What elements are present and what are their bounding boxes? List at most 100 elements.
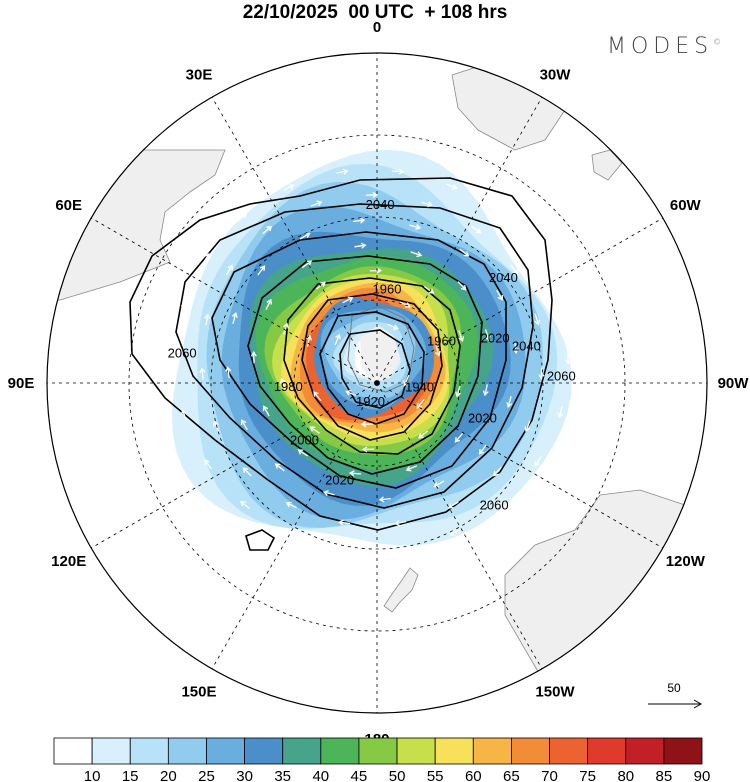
wind-arrow [496, 289, 504, 301]
wind-arrow [237, 212, 247, 222]
wind-vectors [172, 168, 572, 552]
longitude-label: 90E [8, 375, 35, 392]
wind-arrow [410, 251, 423, 258]
wind-arrow [506, 396, 513, 408]
wind-arrow [449, 529, 461, 536]
longitude-label: 90W [718, 375, 750, 392]
colorbar-tick-label: 85 [656, 768, 673, 782]
wind-arrow [421, 201, 434, 208]
new-zealand-land [383, 567, 419, 613]
wind-arrow [395, 545, 408, 552]
contour-labels: 2060206020602040204020402020202020202000… [168, 197, 576, 512]
wind-arrow [392, 168, 405, 175]
wind-reference-arrowhead [693, 699, 703, 709]
latitude-circle-1 [293, 299, 461, 467]
wind-arrow [180, 301, 187, 314]
contour-closed-low [245, 529, 276, 551]
wind-arrow [434, 344, 441, 357]
wind-arrow [250, 350, 257, 364]
wind-arrow [240, 500, 251, 510]
longitude-label: 30E [186, 67, 213, 84]
contour-label: 2040 [366, 197, 395, 212]
colorbar-tick-label: 70 [541, 768, 558, 782]
copyright-mark: © [713, 37, 722, 47]
colorbar-tick-label: 65 [503, 768, 520, 782]
wind-arrow [458, 330, 465, 343]
contour-label: 2060 [168, 345, 197, 360]
longitude-labels: 030E60E90E120E150E180150W120W90W60W30W [8, 19, 750, 748]
wind-arrow [493, 466, 502, 477]
longitude-label: 150W [535, 683, 575, 700]
colorbar-tick-label: 90 [694, 768, 711, 782]
wind-arrow [478, 444, 487, 455]
wind-arrow [378, 496, 391, 503]
wind-arrow [225, 366, 232, 379]
wind-arrow [534, 313, 541, 326]
wind-arrow [369, 267, 383, 274]
meridian-line [376, 97, 543, 384]
wind-arrow [309, 426, 320, 434]
contour-1940 [319, 311, 425, 425]
wind-arrow [457, 281, 467, 291]
contour-1960 [301, 293, 443, 441]
wind-arrow [274, 463, 285, 472]
wind-arrow [283, 184, 295, 191]
colorbar-swatch [663, 737, 703, 765]
meridian-line [376, 382, 543, 669]
wind-arrow [313, 391, 322, 402]
wind-arrow [306, 334, 313, 347]
contour-2000 [247, 255, 483, 475]
south-pole-marker [374, 380, 380, 386]
wind-arrow [180, 409, 187, 421]
wind-arrow [283, 322, 289, 335]
contour-label: 2060 [480, 498, 509, 513]
brand-logo: MODES© [607, 34, 721, 59]
wind-arrow [231, 312, 238, 324]
meridian-line [211, 382, 378, 669]
wind-arrow [512, 341, 519, 354]
wind-arrow [337, 519, 351, 526]
wind-arrow [262, 405, 270, 417]
australia-land [504, 489, 707, 701]
colorbar-tick-label: 30 [236, 768, 253, 782]
colorbar-tick-label: 50 [389, 768, 406, 782]
madagascar-land [591, 149, 623, 181]
wind-arrow [446, 183, 458, 190]
wind-arrow [310, 200, 323, 207]
longitude-label: 120W [666, 553, 706, 570]
map-title: 22/10/2025 00 UTC + 108 hrs [242, 2, 508, 23]
wind-arrow [459, 248, 470, 257]
meridian-line [376, 382, 663, 549]
wind-arrow [361, 446, 375, 453]
colorbar-tick-label: 80 [617, 768, 634, 782]
wind-arrow [225, 264, 233, 276]
wind-arrow [242, 467, 252, 477]
colorbar-tick-label: 25 [198, 768, 215, 782]
wind-arrow [262, 225, 273, 235]
colorbar-swatch [167, 737, 207, 765]
contour-label: 2020 [468, 411, 497, 426]
longitude-label: 150E [181, 683, 216, 700]
contour-label: 2020 [481, 330, 510, 345]
wind-arrow [202, 253, 210, 264]
contour-label: 2000 [290, 432, 319, 447]
wind-arrow [279, 377, 286, 390]
wind-arrow [534, 456, 542, 467]
wind-arrow [416, 398, 425, 409]
colorbar-swatch [91, 737, 131, 765]
colorbar-swatch [434, 737, 474, 765]
colorbar-swatch [625, 737, 665, 765]
wind-arrow [257, 265, 266, 276]
colorbar-tick-label: 45 [351, 768, 368, 782]
africa-land [451, 53, 566, 151]
wind-arrow [204, 313, 211, 326]
wind-arrow [497, 498, 507, 508]
contour-2040 [175, 203, 534, 509]
contour-label: 1940 [405, 380, 434, 395]
wind-arrow [484, 329, 491, 342]
wind-arrow [172, 355, 179, 368]
contour-label: 2060 [547, 369, 576, 384]
wind-arrow [418, 430, 429, 439]
colorbar-swatch [244, 737, 284, 765]
